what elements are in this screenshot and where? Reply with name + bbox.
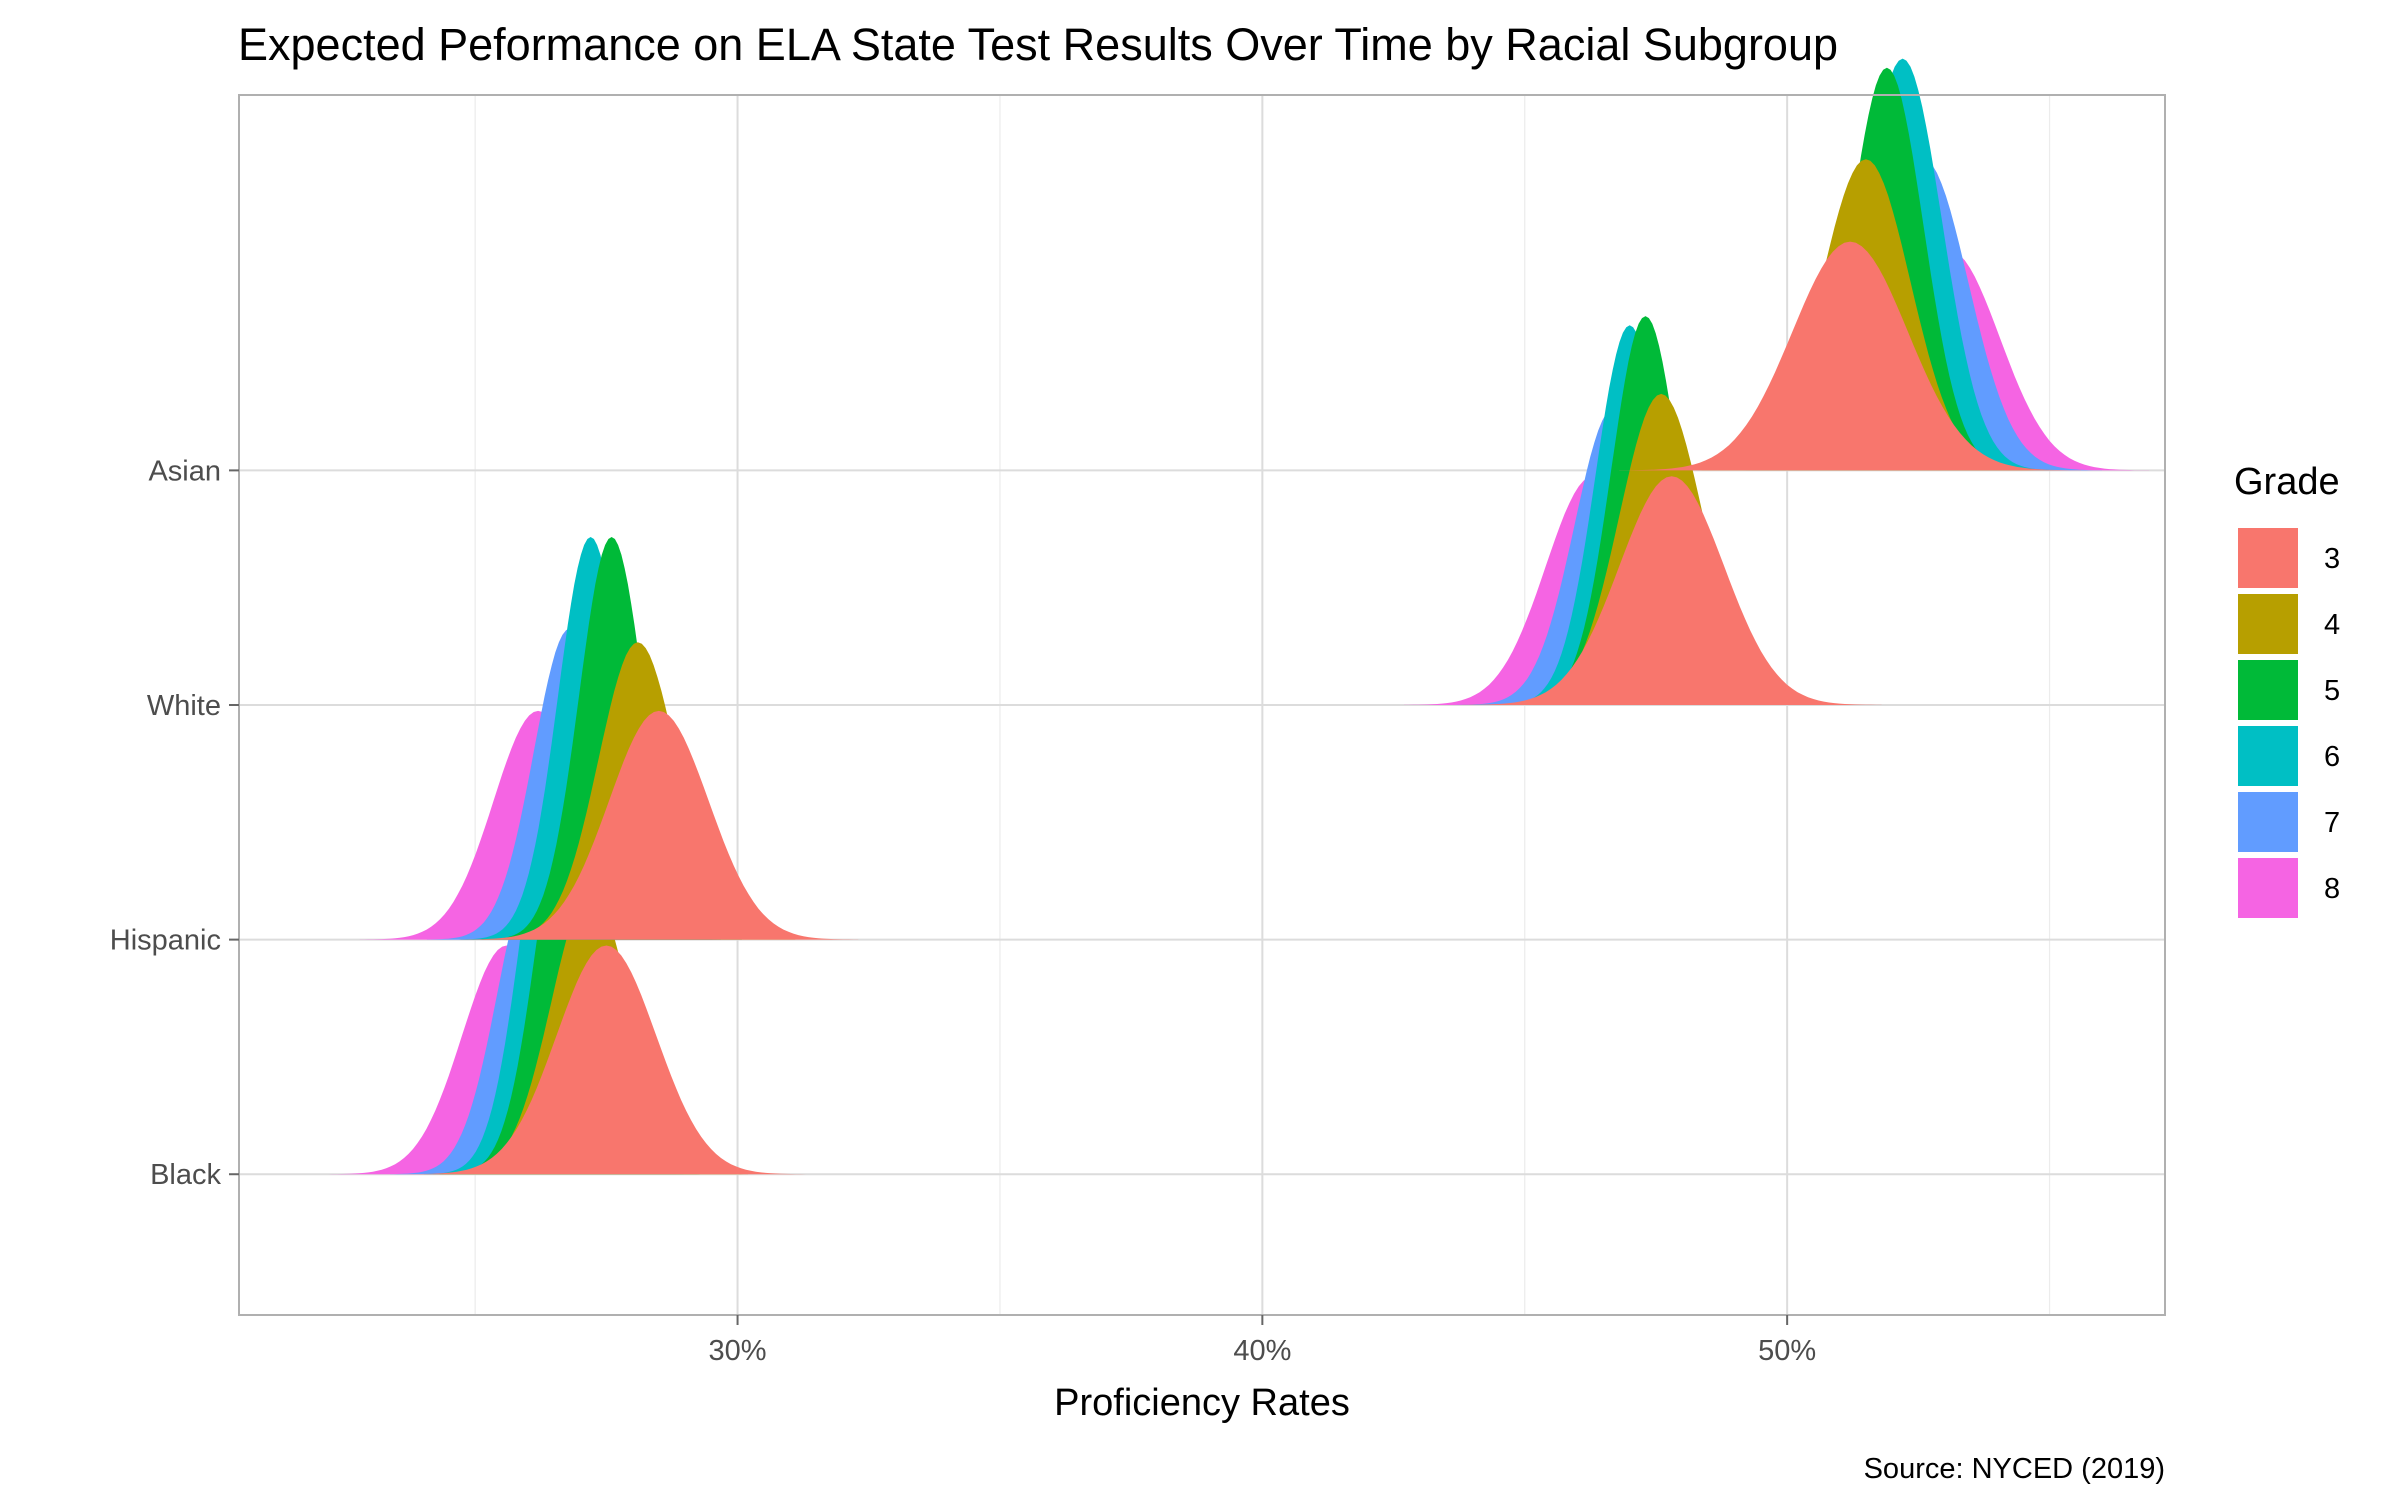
legend-entries: 3 4 5 6 7 8 [2238,528,2340,918]
density-ridges [328,58,2150,1175]
y-tick-label-white: White [147,690,221,722]
density-white-grade-3 [1461,476,1882,705]
ridge-group-hispanic [359,537,859,940]
legend-label-grade-8: 8 [2324,873,2340,905]
ridge-group-white [1404,316,1882,705]
legend: Grade 3 4 5 6 7 8 [2234,461,2340,918]
y-axis: Black Hispanic White Asian [110,455,239,1191]
x-axis-title: Proficiency Rates [1054,1382,1350,1424]
density-black-grade-3 [406,945,806,1175]
y-tick-label-asian: Asian [148,455,221,487]
legend-swatch-grade-7 [2238,792,2298,852]
legend-label-grade-4: 4 [2324,609,2340,641]
x-tick-label: 40% [1233,1335,1291,1367]
legend-label-grade-5: 5 [2324,675,2340,707]
legend-label-grade-6: 6 [2324,741,2340,773]
legend-swatch-grade-4 [2238,594,2298,654]
legend-swatch-grade-5 [2238,660,2298,720]
legend-title: Grade [2234,461,2340,503]
x-axis: 30% 40% 50% [709,1315,1816,1367]
ridge-group-asian [1619,58,2150,471]
y-tick-label-hispanic: Hispanic [110,925,221,957]
density-hispanic-grade-3 [459,710,859,940]
ridge-group-black [328,771,806,1175]
x-tick-label: 50% [1758,1335,1816,1367]
legend-label-grade-3: 3 [2324,543,2340,575]
y-tick-label-black: Black [150,1159,221,1191]
source-caption: Source: NYCED (2019) [1864,1453,2165,1485]
x-tick-label: 30% [709,1335,767,1367]
legend-label-grade-7: 7 [2324,807,2340,839]
legend-swatch-grade-8 [2238,858,2298,918]
chart-title: Expected Peformance on ELA State Test Re… [238,19,1838,70]
legend-swatch-grade-3 [2238,528,2298,588]
legend-swatch-grade-6 [2238,726,2298,786]
density-asian-grade-3 [1619,241,2081,471]
